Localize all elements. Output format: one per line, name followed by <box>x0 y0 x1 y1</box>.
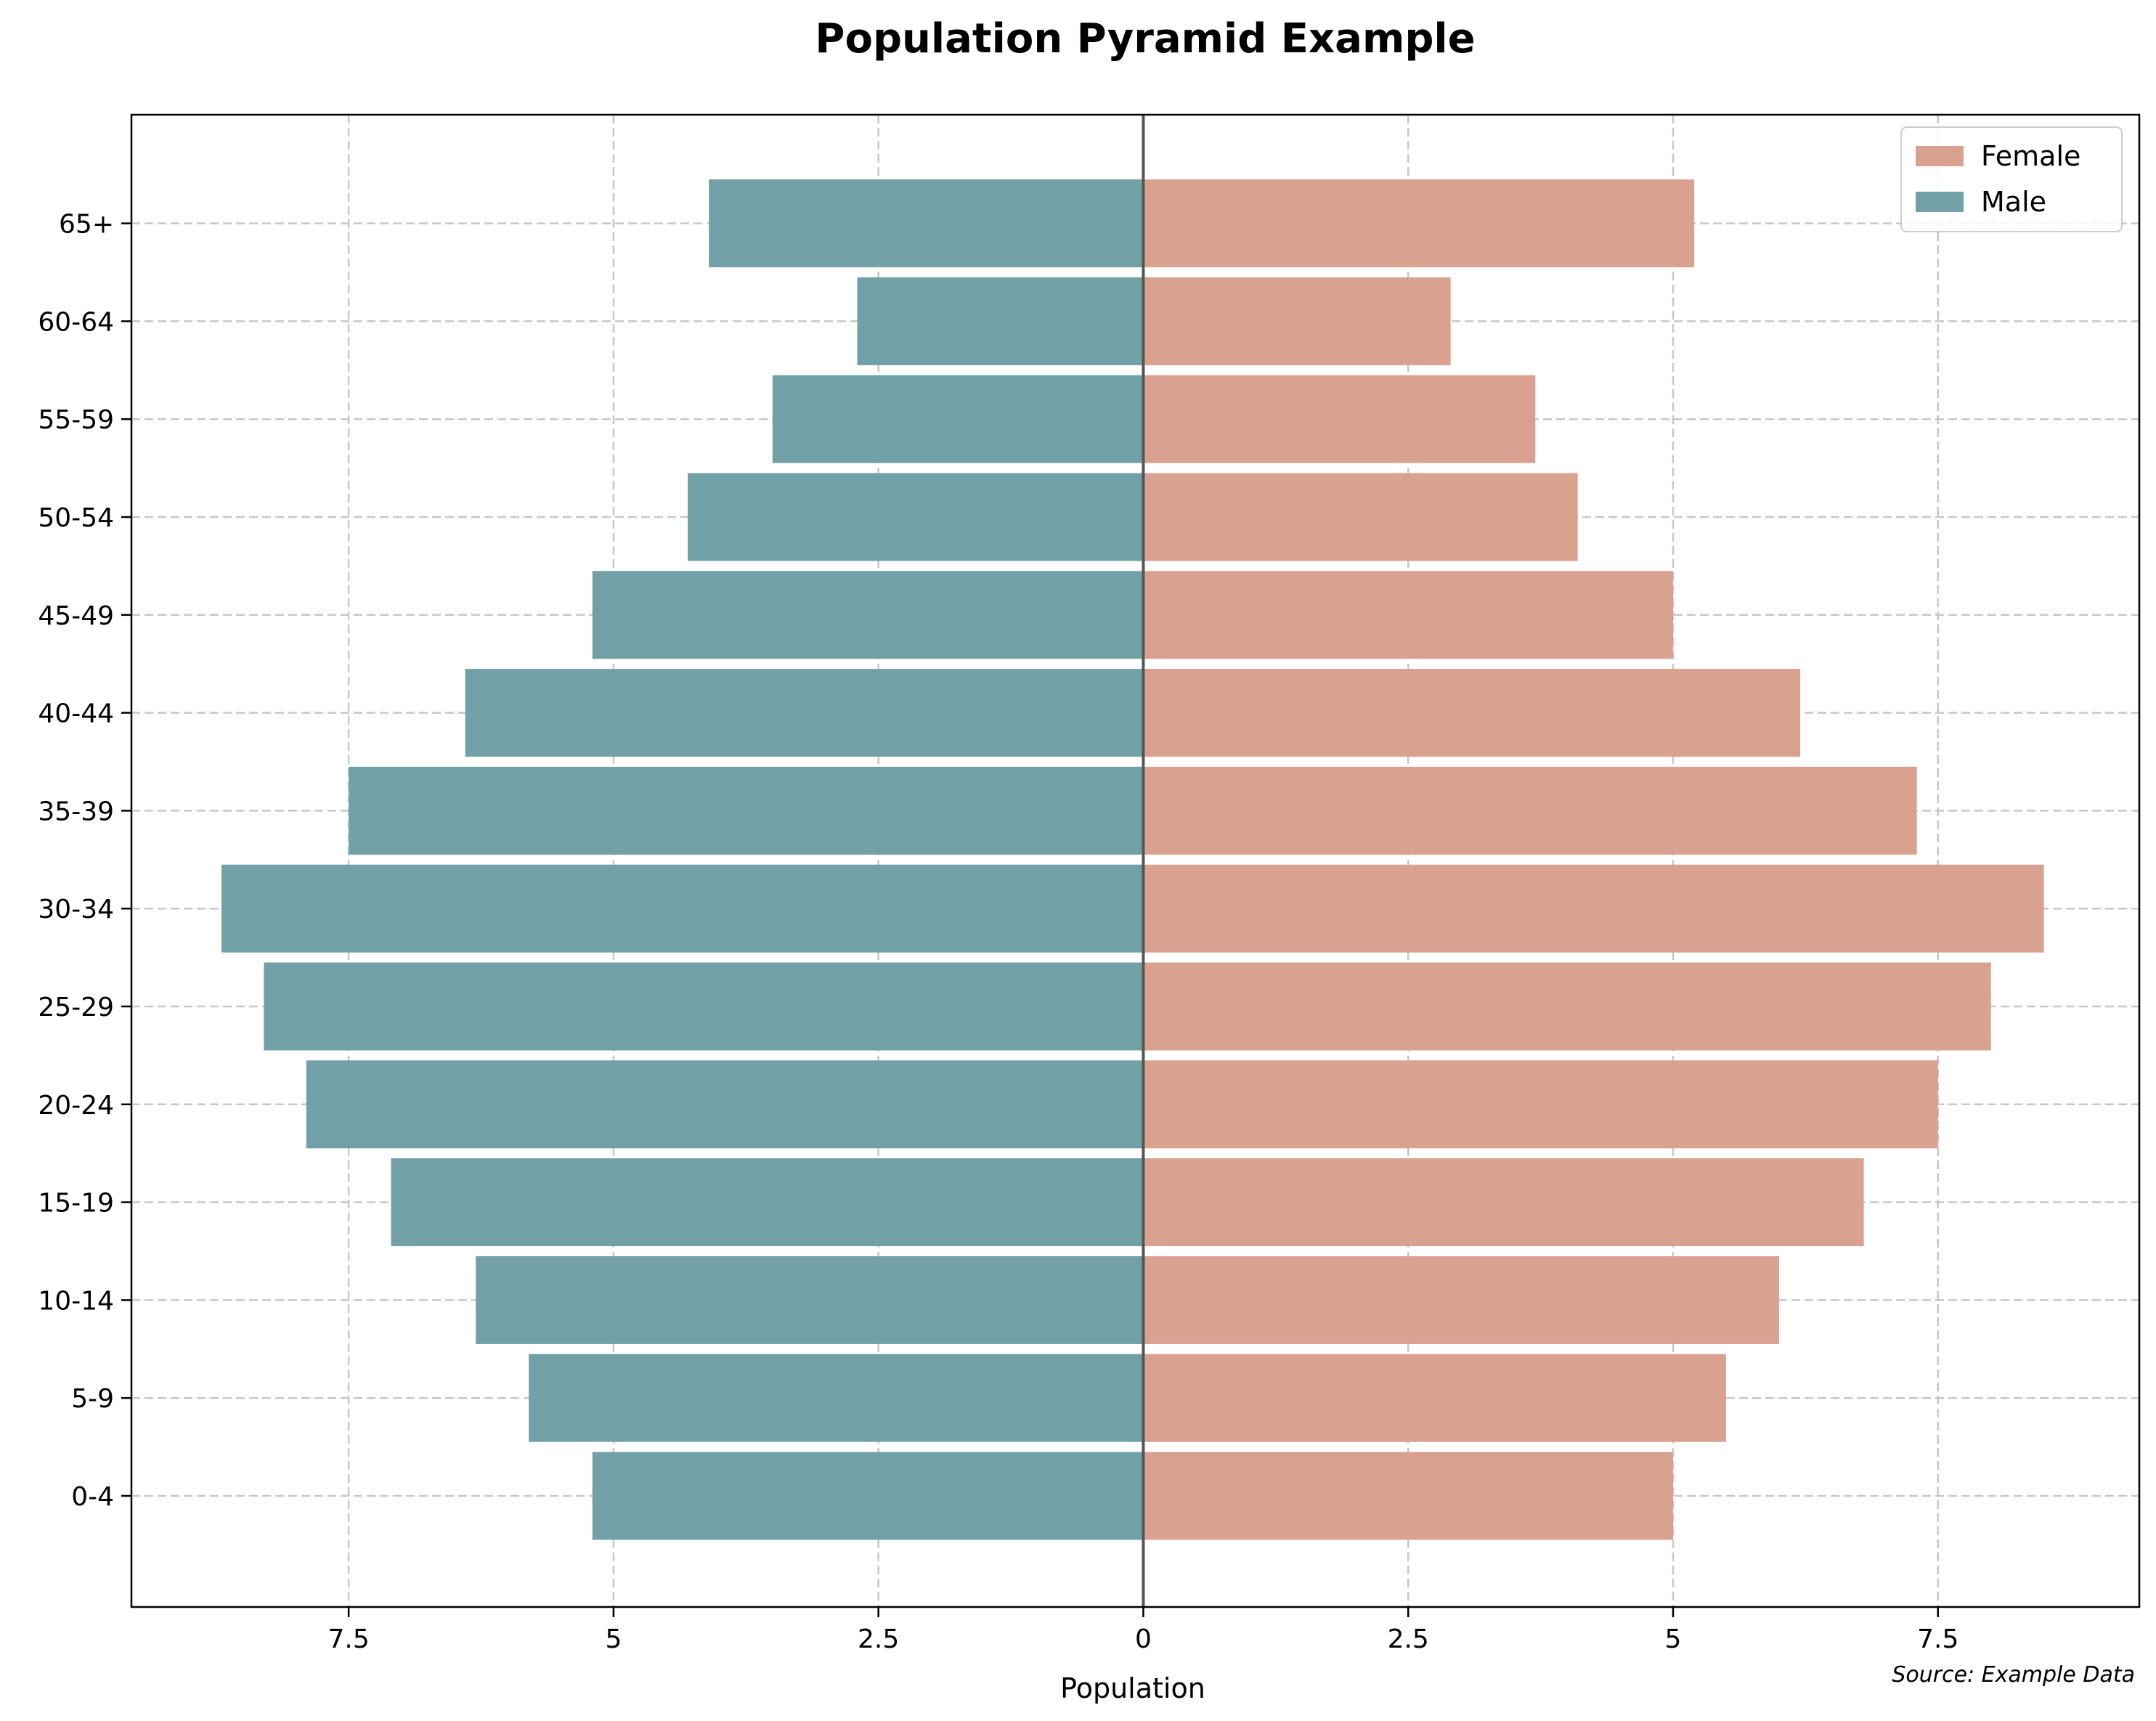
x-axis-label: Population <box>1060 1672 1205 1704</box>
bar-female-25-29 <box>1143 962 1991 1051</box>
bar-male-55-59 <box>772 375 1144 463</box>
chart-title: Population Pyramid Example <box>815 15 1475 62</box>
bar-female-30-34 <box>1143 864 2044 953</box>
x-tick-label-4: 2.5 <box>1388 1624 1429 1654</box>
bar-female-0-4 <box>1143 1452 1673 1540</box>
bar-male-60-64 <box>857 277 1144 365</box>
bar-male-65+ <box>709 179 1144 268</box>
bar-male-45-49 <box>592 571 1144 659</box>
bar-female-35-39 <box>1143 766 1917 855</box>
y-tick-label-40-44: 40-44 <box>38 699 114 729</box>
legend-swatch-male <box>1916 192 1964 212</box>
y-tick-label-15-19: 15-19 <box>38 1189 114 1218</box>
bar-female-50-54 <box>1143 473 1578 561</box>
bar-male-40-44 <box>465 669 1144 757</box>
y-tick-label-55-59: 55-59 <box>38 405 114 435</box>
x-tick-label-6: 7.5 <box>1917 1624 1958 1654</box>
x-tick-label-5: 5 <box>1665 1624 1682 1654</box>
x-tick-label-3: 0 <box>1135 1624 1152 1654</box>
y-tick-label-45-49: 45-49 <box>38 601 114 631</box>
bar-male-15-19 <box>391 1158 1144 1247</box>
y-tick-label-20-24: 20-24 <box>38 1091 114 1120</box>
y-tick-label-5-9: 5-9 <box>71 1384 114 1414</box>
bar-female-40-44 <box>1143 669 1801 757</box>
bar-female-20-24 <box>1143 1060 1938 1149</box>
bar-male-20-24 <box>306 1060 1144 1149</box>
bar-male-50-54 <box>688 473 1144 561</box>
y-tick-label-30-34: 30-34 <box>38 895 114 924</box>
y-tick-label-10-14: 10-14 <box>38 1286 114 1316</box>
bar-male-0-4 <box>592 1452 1144 1540</box>
bar-female-60-64 <box>1143 277 1451 365</box>
legend-label-female: Female <box>1981 140 2080 172</box>
bar-female-45-49 <box>1143 571 1673 659</box>
bar-male-10-14 <box>476 1256 1144 1344</box>
y-tick-label-50-54: 50-54 <box>38 503 114 533</box>
bar-female-15-19 <box>1143 1158 1864 1247</box>
bar-male-5-9 <box>529 1354 1144 1442</box>
bar-female-5-9 <box>1143 1354 1726 1442</box>
plot-frame <box>130 113 2141 1608</box>
bar-male-35-39 <box>349 766 1144 855</box>
legend-label-male: Male <box>1981 186 2046 218</box>
y-tick-label-0-4: 0-4 <box>71 1482 114 1512</box>
bar-female-10-14 <box>1143 1256 1779 1344</box>
bar-female-65+ <box>1143 179 1695 268</box>
bar-male-30-34 <box>221 864 1144 953</box>
axis-ticks: 7.5 5 2.5 0 2.5 5 7.5 0-4 5-9 10-14 15-19 20-24 25-2… <box>38 210 1958 1654</box>
bar-male-25-29 <box>264 962 1144 1051</box>
y-tick-label-25-29: 25-29 <box>38 993 114 1022</box>
legend: Female Male <box>1900 126 2123 232</box>
x-tick-label-0: 7.5 <box>328 1624 369 1654</box>
legend-swatch-female <box>1916 146 1964 166</box>
source-note: Source: Example Data <box>1892 1662 2135 1688</box>
y-tick-label-65+: 65+ <box>59 210 114 240</box>
y-tick-label-60-64: 60-64 <box>38 307 114 337</box>
x-tick-label-2: 2.5 <box>858 1624 899 1654</box>
x-tick-label-1: 5 <box>605 1624 622 1654</box>
bars-group <box>221 179 2044 1540</box>
y-tick-label-35-39: 35-39 <box>38 797 114 826</box>
bar-female-55-59 <box>1143 375 1536 463</box>
